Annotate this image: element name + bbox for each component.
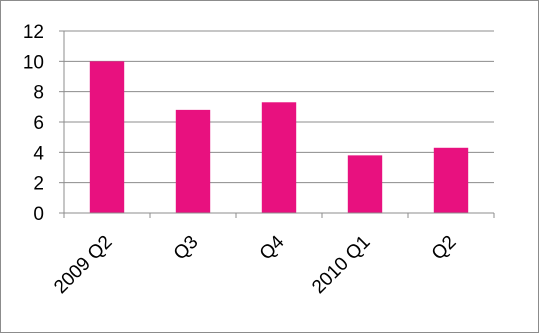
y-tick-label-1: 2 — [33, 174, 44, 195]
bar-0 — [90, 61, 124, 213]
y-tick-label-4: 8 — [33, 83, 44, 104]
x-tick-label-0: 2009 Q2 — [50, 232, 116, 298]
x-tick-label-4: Q2 — [428, 232, 461, 265]
bar-2 — [262, 102, 296, 213]
bar-3 — [348, 155, 382, 213]
y-tick-label-5: 10 — [23, 52, 44, 73]
bar-1 — [176, 110, 210, 213]
x-tick-label-3: 2010 Q1 — [308, 232, 374, 298]
bar-4 — [434, 148, 468, 213]
x-tick-label-2: Q4 — [256, 231, 289, 264]
y-tick-label-6: 12 — [23, 22, 44, 43]
x-tick-label-1: Q3 — [170, 232, 203, 265]
y-tick-label-0: 0 — [33, 204, 44, 225]
y-tick-label-3: 6 — [33, 113, 44, 134]
y-tick-label-2: 4 — [33, 143, 44, 164]
